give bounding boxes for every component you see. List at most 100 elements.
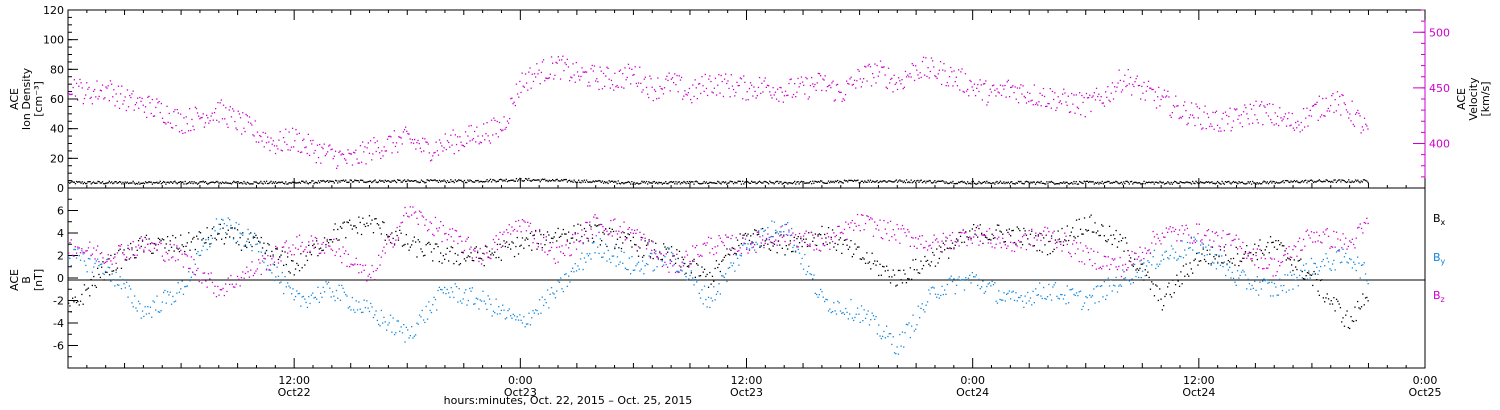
- velocity-point: [1028, 100, 1030, 103]
- density-point: [358, 181, 360, 183]
- bz-point: [102, 257, 104, 259]
- density-point: [694, 180, 696, 183]
- velocity-point: [611, 84, 614, 86]
- velocity-point: [1247, 118, 1249, 120]
- velocity-point: [492, 134, 494, 136]
- velocity-point: [336, 167, 338, 169]
- velocity-point: [778, 100, 780, 102]
- velocity-point: [889, 82, 891, 84]
- velocity-point: [956, 85, 959, 87]
- density-point: [380, 180, 382, 182]
- by-point: [853, 319, 855, 322]
- velocity-point: [1341, 94, 1343, 96]
- bz-point: [474, 250, 476, 252]
- velocity-point: [432, 155, 434, 157]
- bx-point: [850, 240, 852, 242]
- by-point: [1048, 283, 1050, 286]
- velocity-point: [1265, 112, 1267, 114]
- by-point: [1167, 257, 1169, 259]
- density-point: [246, 181, 248, 183]
- density-point: [432, 179, 434, 182]
- density-point: [985, 182, 987, 184]
- by-point: [437, 289, 439, 292]
- bx-point: [794, 251, 797, 253]
- by-point: [1134, 263, 1136, 266]
- density-point: [444, 180, 446, 182]
- velocity-point: [468, 125, 470, 127]
- bz-point: [457, 242, 459, 245]
- by-point: [953, 278, 955, 280]
- density-point: [703, 180, 705, 183]
- bx-point: [572, 237, 574, 239]
- density-point: [120, 181, 122, 183]
- density-point: [1319, 180, 1322, 182]
- by-point: [130, 288, 132, 290]
- by-point: [1259, 281, 1261, 283]
- by-point: [434, 298, 437, 301]
- bx-point: [244, 245, 247, 247]
- by-point: [593, 242, 595, 244]
- by-point: [651, 252, 653, 255]
- velocity-point: [245, 113, 247, 116]
- bx-point: [1182, 265, 1185, 267]
- velocity-point: [477, 135, 479, 137]
- velocity-point: [437, 154, 440, 156]
- by-point: [1273, 282, 1276, 285]
- by-point: [763, 230, 765, 232]
- velocity-point: [1335, 110, 1337, 112]
- by-point: [499, 313, 501, 315]
- velocity-point: [900, 83, 902, 85]
- velocity-point: [1192, 114, 1194, 116]
- velocity-point: [680, 76, 683, 79]
- density-point: [618, 182, 620, 184]
- bz-point: [527, 221, 529, 223]
- by-point: [627, 269, 629, 271]
- density-point: [1311, 180, 1314, 182]
- velocity-point: [1336, 91, 1339, 93]
- density-point: [192, 182, 194, 185]
- density-point: [605, 182, 607, 184]
- bx-point: [345, 237, 347, 239]
- by-point: [296, 290, 298, 292]
- density-point: [336, 180, 338, 182]
- density-point: [497, 180, 499, 182]
- velocity-point: [1220, 130, 1222, 132]
- bz-point: [153, 247, 156, 249]
- bz-point: [238, 278, 240, 280]
- by-point: [553, 293, 555, 295]
- velocity-point: [972, 89, 974, 91]
- bz-point: [504, 242, 506, 244]
- bx-point: [957, 240, 959, 242]
- bz-point: [375, 269, 377, 272]
- velocity-point: [1257, 122, 1259, 124]
- velocity-point: [1282, 118, 1284, 120]
- bx-point: [277, 258, 280, 261]
- density-point: [579, 181, 581, 183]
- by-point: [715, 293, 718, 295]
- density-point: [357, 180, 359, 182]
- by-point: [453, 296, 455, 299]
- density-point: [1343, 180, 1345, 182]
- by-point: [418, 314, 421, 316]
- bx-point: [281, 250, 283, 252]
- by-point: [1093, 288, 1095, 290]
- bx-point: [548, 234, 550, 236]
- bx-point: [805, 238, 807, 240]
- bottom-left-tick-label: 6: [57, 205, 64, 218]
- by-point: [762, 235, 764, 237]
- velocity-point: [92, 90, 95, 92]
- density-point: [964, 182, 967, 184]
- bz-point: [342, 246, 344, 248]
- by-point: [772, 236, 774, 238]
- density-point: [1354, 179, 1357, 181]
- bx-point: [1202, 248, 1204, 250]
- density-point: [995, 181, 997, 183]
- velocity-point: [679, 79, 682, 81]
- velocity-point: [1033, 84, 1035, 86]
- velocity-point: [433, 152, 435, 154]
- velocity-point: [262, 131, 264, 134]
- density-point: [1107, 180, 1109, 183]
- velocity-point: [1328, 110, 1331, 112]
- bx-point: [825, 237, 827, 239]
- density-point: [1023, 183, 1025, 185]
